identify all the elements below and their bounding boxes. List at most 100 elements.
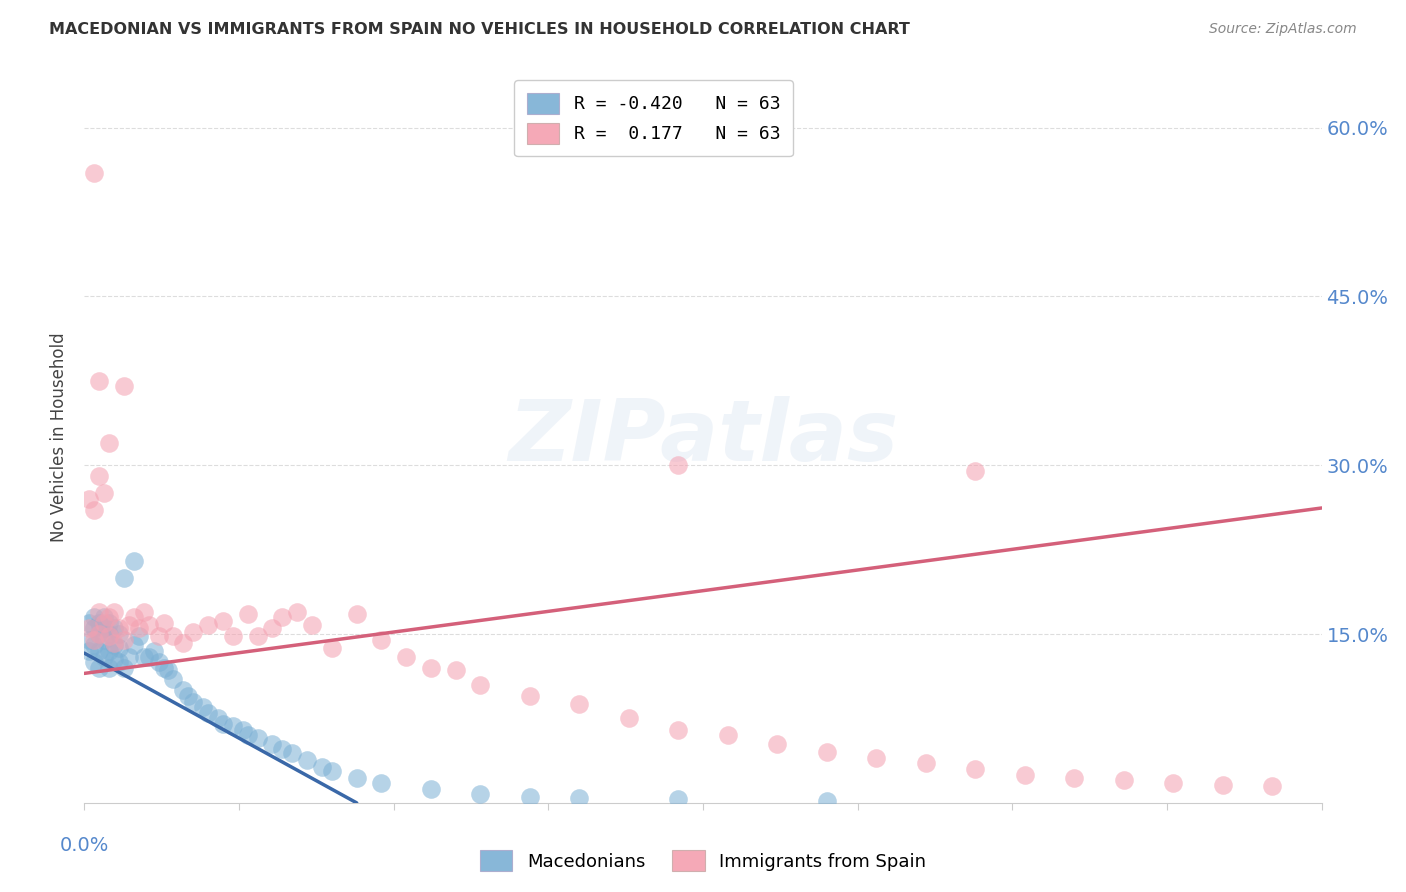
Point <box>108 627 131 641</box>
Point <box>103 636 125 650</box>
Point <box>108 640 131 655</box>
Point <box>321 764 343 779</box>
Point <box>103 605 125 619</box>
Point <box>232 723 254 737</box>
Point <box>172 636 194 650</box>
Point <box>152 615 174 630</box>
Point <box>83 503 105 517</box>
Point <box>222 719 245 733</box>
Point <box>181 624 204 639</box>
Point <box>98 627 121 641</box>
Point <box>98 610 121 624</box>
Point <box>568 791 591 805</box>
Point <box>419 782 441 797</box>
Point <box>89 627 111 641</box>
Text: 0.0%: 0.0% <box>59 836 110 855</box>
Point <box>89 627 111 641</box>
Point <box>83 655 105 669</box>
Legend: R = -0.420   N = 63, R =  0.177   N = 63: R = -0.420 N = 63, R = 0.177 N = 63 <box>515 80 793 156</box>
Point <box>285 605 308 619</box>
Point <box>519 689 541 703</box>
Point <box>1161 775 1184 789</box>
Point <box>568 697 591 711</box>
Point <box>93 486 115 500</box>
Point <box>93 621 115 635</box>
Point <box>132 649 155 664</box>
Point <box>118 649 141 664</box>
Point <box>103 638 125 652</box>
Point <box>108 621 131 635</box>
Point <box>79 615 101 630</box>
Point <box>419 661 441 675</box>
Point <box>346 607 368 621</box>
Point <box>89 615 111 630</box>
Point <box>470 678 492 692</box>
Point <box>157 663 180 677</box>
Point <box>112 632 135 647</box>
Point <box>311 760 333 774</box>
Point <box>98 629 121 643</box>
Point <box>1063 771 1085 785</box>
Point <box>1261 779 1284 793</box>
Point <box>666 723 689 737</box>
Point <box>1212 778 1234 792</box>
Point <box>103 621 125 635</box>
Point <box>197 706 219 720</box>
Point <box>79 632 101 647</box>
Point <box>162 672 184 686</box>
Point <box>83 632 105 647</box>
Point <box>181 694 204 708</box>
Point <box>965 464 987 478</box>
Point <box>246 731 269 745</box>
Point <box>79 621 101 635</box>
Point <box>370 632 392 647</box>
Point <box>89 644 111 658</box>
Point <box>717 728 740 742</box>
Point <box>470 787 492 801</box>
Point <box>83 166 105 180</box>
Point <box>138 618 160 632</box>
Point <box>346 771 368 785</box>
Point <box>79 644 101 658</box>
Point <box>162 629 184 643</box>
Point <box>112 661 135 675</box>
Point <box>93 649 115 664</box>
Point <box>89 605 111 619</box>
Point <box>128 629 150 643</box>
Point <box>98 435 121 450</box>
Point <box>191 700 214 714</box>
Point <box>271 741 294 756</box>
Point <box>666 792 689 806</box>
Point <box>865 751 887 765</box>
Legend: Macedonians, Immigrants from Spain: Macedonians, Immigrants from Spain <box>472 843 934 879</box>
Point <box>89 374 111 388</box>
Point <box>395 649 418 664</box>
Point <box>519 790 541 805</box>
Point <box>122 554 145 568</box>
Point <box>138 649 160 664</box>
Point <box>617 711 640 725</box>
Point <box>122 638 145 652</box>
Point <box>222 629 245 643</box>
Point <box>98 661 121 675</box>
Point <box>148 655 170 669</box>
Point <box>965 762 987 776</box>
Point <box>914 756 936 771</box>
Text: ZIPatlas: ZIPatlas <box>508 395 898 479</box>
Point <box>281 746 304 760</box>
Point <box>236 607 259 621</box>
Point <box>83 610 105 624</box>
Point <box>815 793 838 807</box>
Point <box>152 661 174 675</box>
Point <box>142 644 165 658</box>
Point <box>112 379 135 393</box>
Point <box>98 644 121 658</box>
Point <box>83 621 105 635</box>
Point <box>212 614 235 628</box>
Point <box>128 621 150 635</box>
Point <box>236 728 259 742</box>
Point <box>666 458 689 473</box>
Point <box>172 683 194 698</box>
Point <box>93 632 115 647</box>
Point <box>444 663 467 677</box>
